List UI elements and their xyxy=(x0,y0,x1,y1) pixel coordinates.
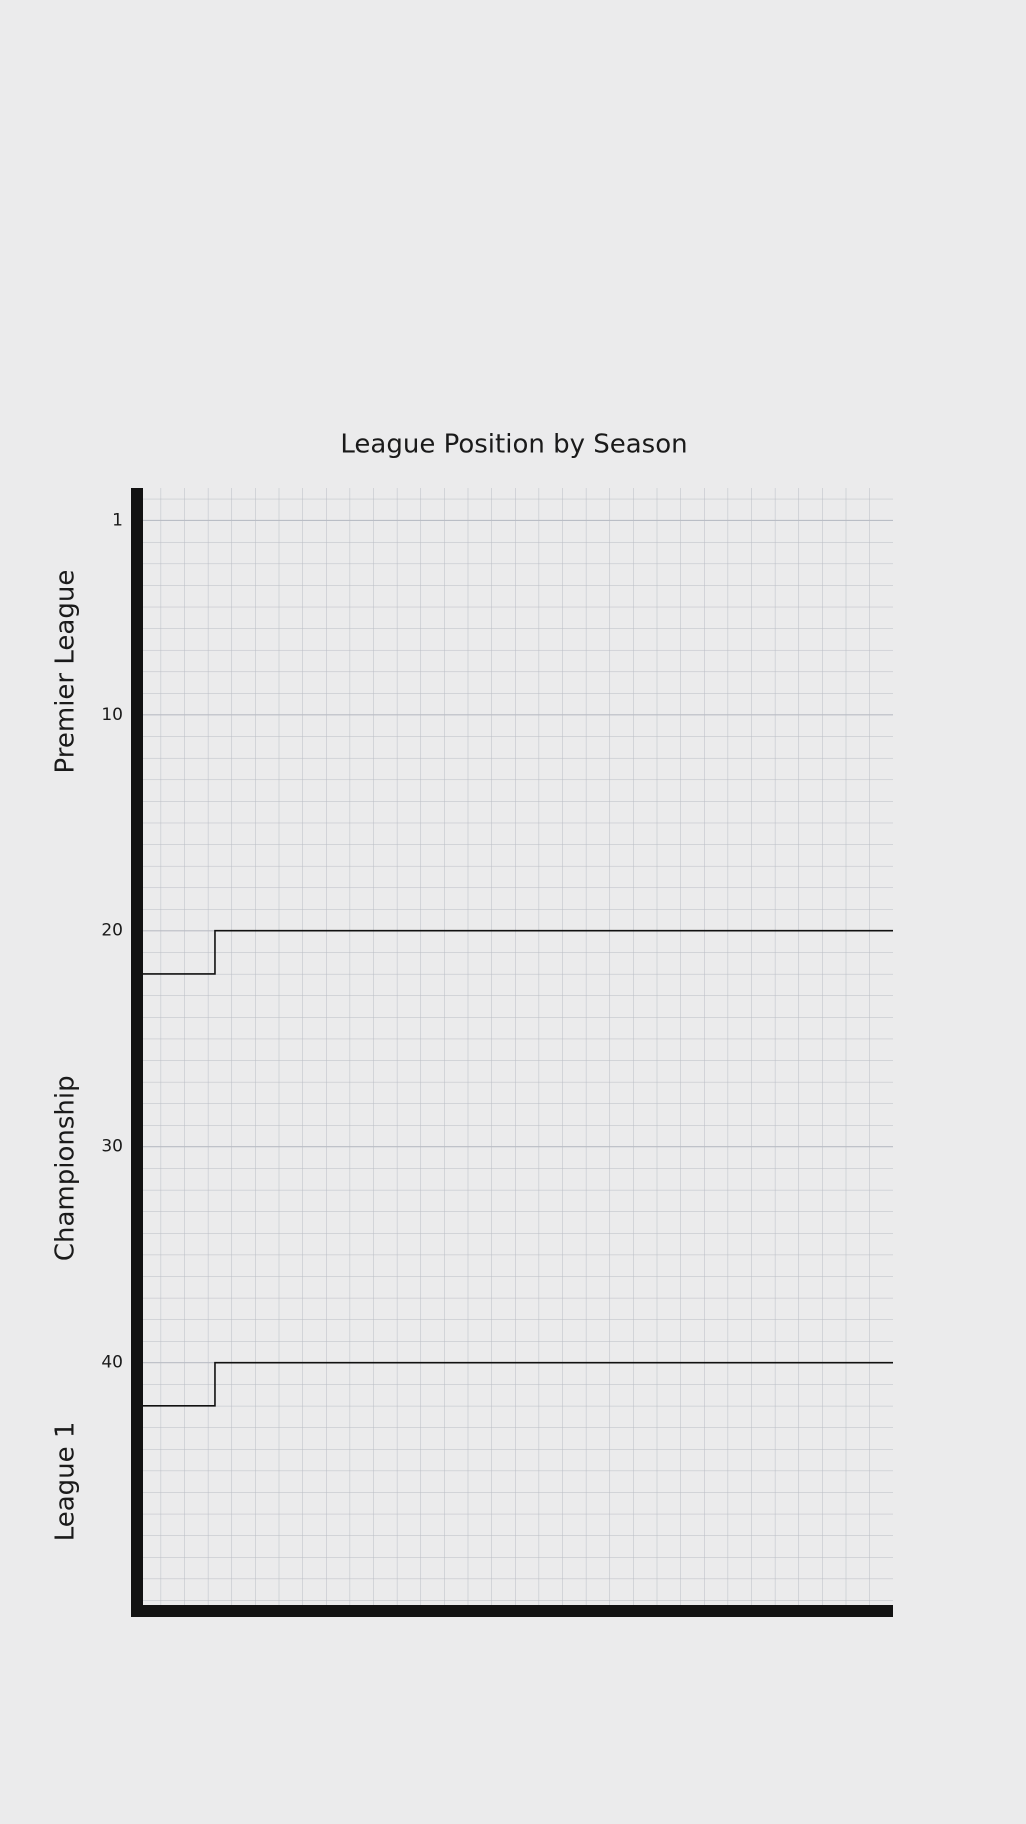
division-label: League 1 xyxy=(51,1422,81,1542)
chart-title: League Position by Season xyxy=(340,430,687,460)
division-label: Premier League xyxy=(51,570,81,774)
y-axis xyxy=(131,488,143,1617)
division-label: Championship xyxy=(51,1075,81,1261)
y-tick-label: 1 xyxy=(112,510,123,530)
series-line xyxy=(137,929,893,975)
y-tick-label: 20 xyxy=(101,921,123,941)
series-line xyxy=(137,1361,893,1407)
grid-pattern xyxy=(137,488,893,1611)
y-tick-label: 10 xyxy=(101,705,123,725)
y-tick-label: 30 xyxy=(101,1137,123,1157)
y-tick-label: 40 xyxy=(101,1353,123,1373)
x-axis xyxy=(131,1605,893,1617)
